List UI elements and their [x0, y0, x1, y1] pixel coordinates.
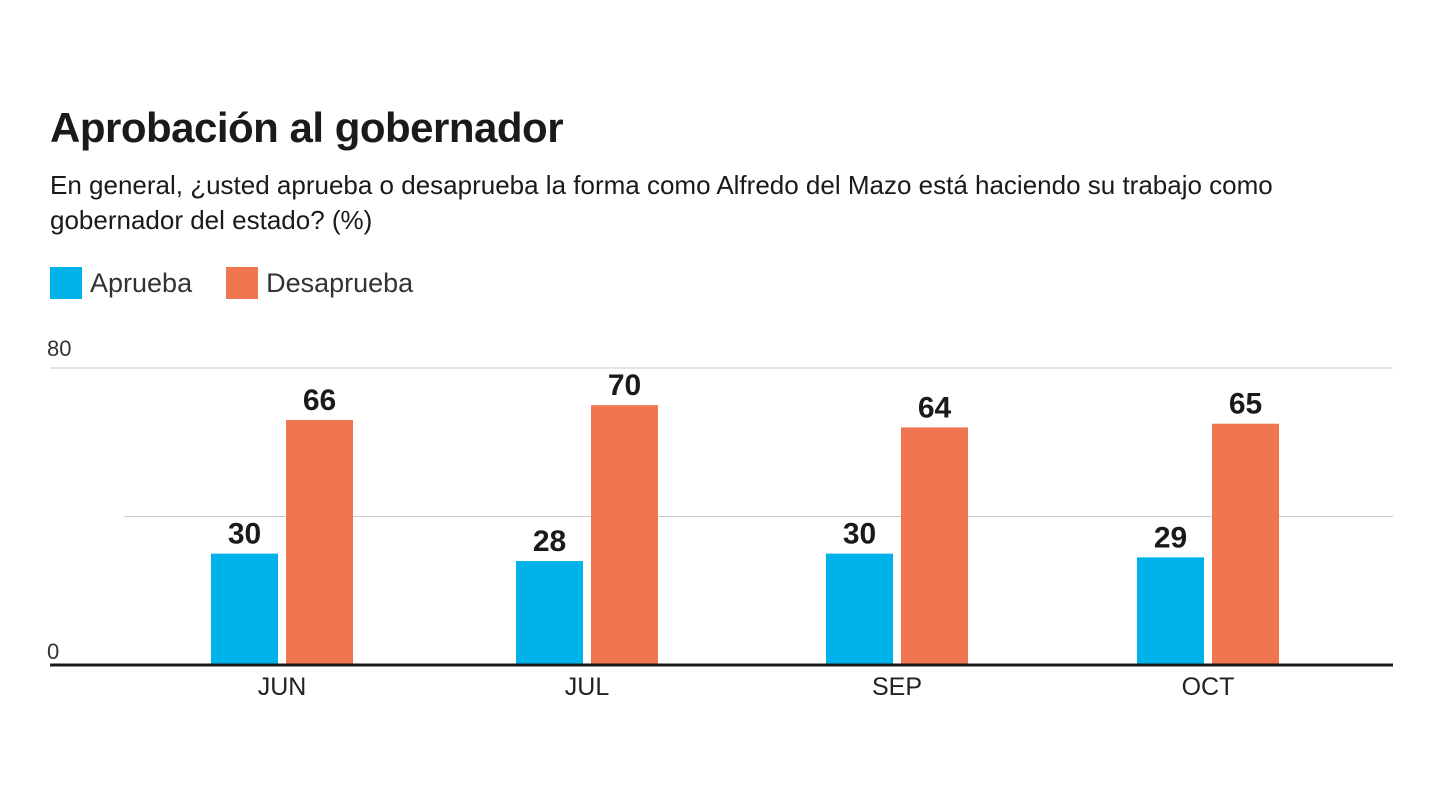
x-tick-label: JUN	[258, 673, 307, 701]
data-label: 70	[608, 369, 641, 402]
legend-item-desaprueba: Desaprueba	[226, 267, 413, 299]
legend-label-desaprueba: Desaprueba	[266, 267, 414, 298]
y-tick-label: 0	[47, 639, 59, 664]
x-tick-label: JUL	[565, 673, 610, 701]
bar	[826, 553, 893, 665]
y-tick-label: 80	[47, 336, 71, 361]
x-tick-label: OCT	[1182, 673, 1235, 701]
chart-title: Aprobación al gobernador	[50, 104, 564, 151]
data-label: 65	[1229, 388, 1262, 421]
legend-item-aprueba: Aprueba	[50, 267, 192, 299]
bar	[516, 561, 583, 665]
legend: Aprueba Desaprueba	[50, 266, 447, 300]
data-label: 28	[533, 525, 566, 558]
bar	[211, 553, 278, 665]
bar-chart: 0 80 30 66 JUN 28 70 JUL 30 64 SEP 29 65 OCT	[47, 336, 1393, 701]
bar	[901, 427, 968, 665]
x-tick-label: SEP	[872, 673, 922, 701]
bar	[1212, 423, 1279, 665]
data-label: 30	[843, 518, 876, 551]
legend-swatch-aprueba	[50, 267, 82, 299]
data-label: 64	[918, 391, 952, 424]
chart-subtitle: En general, ¿usted aprueba o desaprueba …	[50, 170, 1273, 235]
bar	[286, 419, 353, 665]
bar	[591, 405, 658, 665]
data-label: 66	[303, 384, 336, 417]
data-label: 29	[1154, 521, 1187, 554]
legend-swatch-desaprueba	[226, 267, 259, 299]
bar	[1137, 557, 1204, 665]
legend-label-aprueba: Aprueba	[90, 267, 193, 298]
data-label: 30	[228, 518, 261, 551]
